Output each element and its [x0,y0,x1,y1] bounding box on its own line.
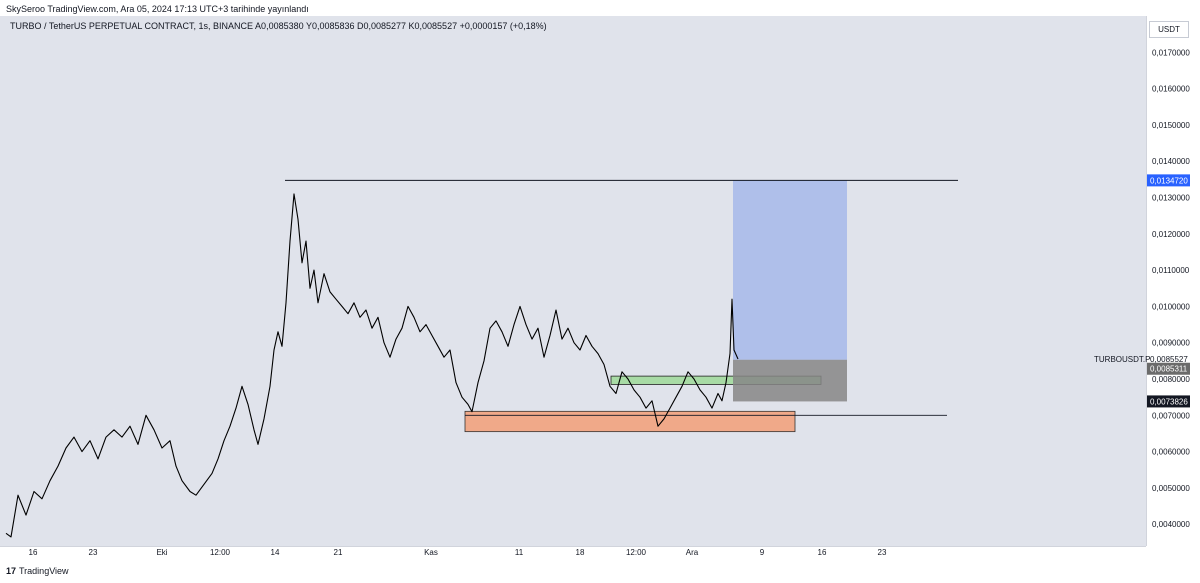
time-axis[interactable] [0,546,1146,563]
stop-zone [733,359,847,402]
x-tick-label: Eki [156,548,167,557]
tradingview-logo[interactable]: 17 TradingView [6,566,69,576]
y-tick-label: 0,0050000 [1152,484,1190,493]
current-price-label: 0,0085527 [1150,355,1188,364]
y-tick-label: 0,0130000 [1152,194,1190,203]
tradingview-brand: TradingView [19,566,69,576]
x-tick-label: Kas [424,548,438,557]
y-tick-label: 0,0090000 [1152,339,1190,348]
x-tick-label: 12:00 [210,548,231,557]
entry-price-label: 0,0085311 [1150,365,1188,374]
target-zone [733,180,847,360]
price-line [5,193,739,538]
y-tick-label: 0,0110000 [1152,266,1190,275]
y-tick-label: 0,0060000 [1152,448,1190,457]
y-tick-label: 0,0040000 [1152,520,1190,529]
price-labels-layer: 0,0134720TURBOUSDT.P0,008552746:110,0085… [1094,174,1190,408]
x-ticks-layer: 16 23 Eki 12:00 14 21 Kas 11 18 12:00 Ara 9 16 23 [29,548,887,557]
x-tick-label: Ara [686,548,699,557]
y-tick-label: 0,0070000 [1152,411,1190,420]
x-tick-label: 16 [29,548,38,557]
y-tick-label: 0,0100000 [1152,302,1190,311]
symbol-info: TURBO / TetherUS PERPETUAL CONTRACT, 1s,… [10,21,547,31]
target-price-label-tag [1147,174,1190,187]
stop-price-label: 0,0073826 [1150,397,1188,406]
y-tick-label: 0,0170000 [1152,48,1190,57]
y-tick-label: 0,0140000 [1152,157,1190,166]
x-tick-label: 16 [818,548,827,557]
levels-layer [285,179,958,416]
x-tick-label: 9 [760,548,765,557]
y-tick-label: 0,0080000 [1152,375,1190,384]
x-tick-label: 11 [515,548,524,557]
currency-button[interactable]: USDT [1149,21,1189,38]
symbol-tag: TURBOUSDT.P [1094,355,1150,364]
stop-price-label-tag [1147,395,1190,408]
x-tick-label: 18 [576,548,585,557]
x-tick-label: 12:00 [626,548,647,557]
y-tick-label: 0,0160000 [1152,85,1190,94]
x-tick-label: 23 [89,548,98,557]
y-tick-label: 0,0150000 [1152,121,1190,130]
series-layer [5,193,739,538]
x-tick-label: 23 [878,548,887,557]
demand-zone [464,410,796,433]
entry-price-tag [1147,362,1190,375]
y-ticks-layer: 0,0040000 0,0050000 0,0060000 0,0070000 0,00… [1152,48,1190,529]
y-tick-label: 0,0120000 [1152,230,1190,239]
tradingview-logo-icon: 17 [6,566,17,576]
x-tick-label: 14 [271,548,280,557]
price-axis[interactable] [1146,16,1200,546]
zones-layer [464,180,847,433]
publish-info: SkySeroo TradingView.com, Ara 05, 2024 1… [6,4,309,14]
target-price-label: 0,0134720 [1150,176,1188,185]
chart-area[interactable] [0,16,1146,546]
x-tick-label: 21 [334,548,343,557]
